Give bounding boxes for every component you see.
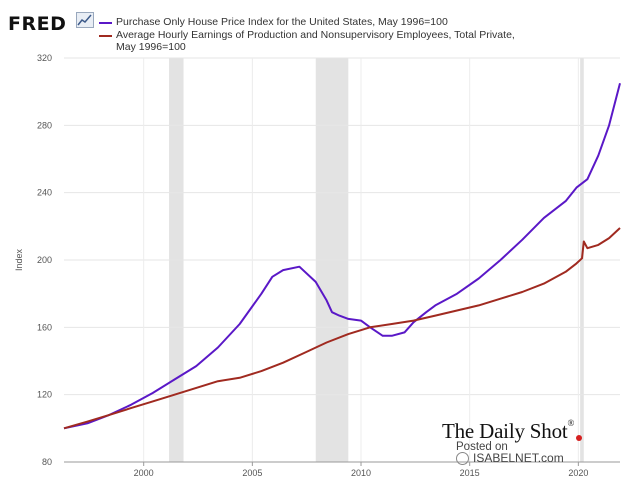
x-tick-label-2005: 2005 <box>242 468 262 478</box>
x-tick-label-2010: 2010 <box>351 468 371 478</box>
trend-line-icon <box>76 12 94 28</box>
y-tick-label-160: 160 <box>37 322 52 332</box>
y-tick-label-120: 120 <box>37 390 52 400</box>
y-tick-label-240: 240 <box>37 188 52 198</box>
isabelnet-link[interactable]: ISABELNET.com <box>456 451 574 465</box>
globe-icon <box>456 451 469 465</box>
legend-swatch-house-price <box>99 22 112 24</box>
x-tick-label-2000: 2000 <box>134 468 154 478</box>
x-tick-label-2015: 2015 <box>460 468 480 478</box>
y-axis-label: Index <box>14 248 24 271</box>
legend-label-earnings-line2: May 1996=100 <box>116 41 186 53</box>
y-tick-label-200: 200 <box>37 255 52 265</box>
x-tick-label-2020: 2020 <box>568 468 588 478</box>
legend: Purchase Only House Price Index for the … <box>99 16 526 54</box>
legend-swatch-earnings <box>99 34 112 37</box>
series-line-earnings <box>63 227 621 430</box>
legend-item-house-price: Purchase Only House Price Index for the … <box>99 16 526 29</box>
legend-item-earnings: Average Hourly Earnings of Production an… <box>99 29 526 54</box>
posted-on-label: Posted on <box>456 441 508 453</box>
y-tick-label-80: 80 <box>42 457 52 467</box>
legend-label-earnings: Average Hourly Earnings of Production an… <box>116 28 515 41</box>
registered-mark: ® <box>567 418 575 428</box>
y-tick-label-280: 280 <box>37 120 52 130</box>
series-line-house-price <box>63 83 621 430</box>
daily-shot-brand: The Daily Shot® <box>442 418 583 444</box>
y-tick-label-320: 320 <box>37 53 52 63</box>
legend-label-house-price: Purchase Only House Price Index for the … <box>116 16 448 28</box>
red-dot-icon <box>576 435 583 441</box>
fred-logo: FRED <box>8 13 67 35</box>
daily-shot-brand-text: The Daily Shot <box>442 419 568 443</box>
daily-shot-watermark: The Daily Shot® Posted on ISABELNET.com <box>442 418 583 465</box>
isabelnet-label: ISABELNET.com <box>473 451 564 465</box>
